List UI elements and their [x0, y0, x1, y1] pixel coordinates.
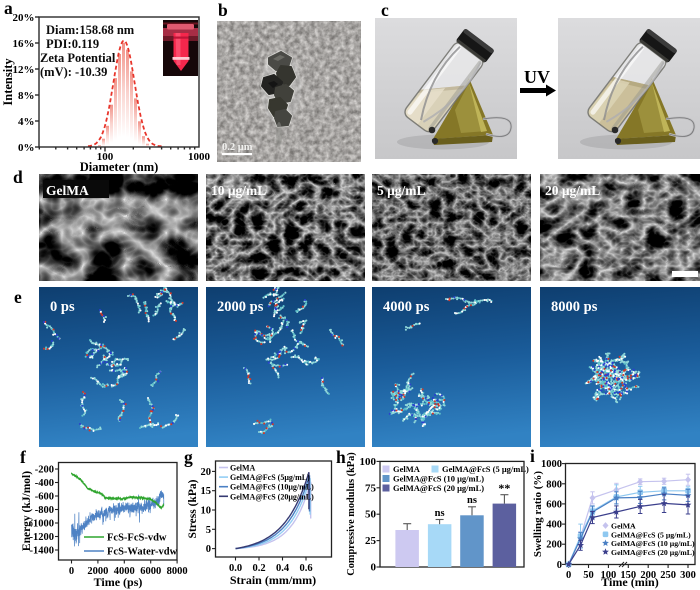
svg-text:20: 20 — [201, 467, 212, 478]
svg-text:Strain (mm/mm): Strain (mm/mm) — [230, 573, 316, 587]
svg-text:5: 5 — [206, 525, 211, 536]
svg-text:1000: 1000 — [541, 459, 562, 470]
svg-text:FcS-FcS-vdw: FcS-FcS-vdw — [107, 533, 167, 544]
svg-text:GelMA: GelMA — [393, 464, 421, 474]
svg-text:50: 50 — [365, 509, 377, 521]
svg-text:0%: 0% — [18, 142, 35, 154]
svg-text:-800: -800 — [35, 505, 54, 516]
svg-text:Time (ps): Time (ps) — [94, 575, 143, 589]
svg-text:50: 50 — [583, 570, 594, 581]
svg-text:6000: 6000 — [140, 566, 161, 577]
svg-text:e: e — [14, 287, 22, 307]
svg-text:8000: 8000 — [167, 566, 188, 577]
svg-text:0.2: 0.2 — [252, 563, 265, 574]
svg-text:0.0: 0.0 — [229, 563, 242, 574]
svg-text:GelMA: GelMA — [230, 464, 256, 473]
svg-text:16%: 16% — [13, 38, 35, 50]
svg-text:i: i — [530, 446, 535, 466]
svg-text:GelMA: GelMA — [46, 183, 89, 198]
svg-text:h: h — [336, 447, 346, 467]
svg-text:(mV): -10.39: (mV): -10.39 — [40, 65, 107, 79]
svg-text:GelMA@FcS (5 μg/mL): GelMA@FcS (5 μg/mL) — [442, 464, 529, 474]
svg-text:GelMA@FcS (5 μg/mL): GelMA@FcS (5 μg/mL) — [611, 530, 691, 539]
svg-text:15: 15 — [201, 486, 212, 497]
svg-text:400: 400 — [546, 520, 562, 531]
svg-text:1000: 1000 — [188, 151, 211, 163]
svg-text:5 μg/mL: 5 μg/mL — [377, 183, 426, 198]
svg-text:0.2 μm: 0.2 μm — [222, 142, 253, 153]
svg-text:100: 100 — [360, 456, 377, 468]
svg-text:8%: 8% — [18, 90, 35, 102]
svg-text:PDI:0.119: PDI:0.119 — [46, 37, 99, 51]
svg-text:20%: 20% — [13, 12, 35, 24]
svg-text:-600: -600 — [35, 492, 54, 503]
svg-text:Stress (kPa): Stress (kPa) — [187, 479, 199, 538]
svg-text:0.6: 0.6 — [299, 563, 312, 574]
svg-text:**: ** — [498, 481, 510, 495]
svg-text:Diam:158.68 nm: Diam:158.68 nm — [46, 23, 135, 37]
svg-text:25: 25 — [365, 535, 377, 547]
svg-text:Swelling ratio (%): Swelling ratio (%) — [532, 471, 544, 557]
svg-text:10 μg/mL: 10 μg/mL — [211, 183, 266, 198]
svg-text:GelMA@FcS (10 μg/mL): GelMA@FcS (10 μg/mL) — [611, 539, 695, 548]
svg-text:800: 800 — [546, 479, 562, 490]
svg-text:75: 75 — [365, 482, 377, 494]
svg-text:0 ps: 0 ps — [50, 299, 75, 315]
svg-text:GelMA@FcS (5μg/mL): GelMA@FcS (5μg/mL) — [230, 473, 310, 482]
svg-text:Compressive modulus (kPa): Compressive modulus (kPa) — [346, 452, 357, 575]
svg-text:0: 0 — [69, 566, 74, 577]
svg-text:GelMA: GelMA — [611, 522, 636, 531]
svg-text:Zeta Potential: Zeta Potential — [40, 51, 116, 65]
svg-text:GelMA@FcS (20 μg/mL): GelMA@FcS (20 μg/mL) — [611, 548, 695, 557]
svg-text:Energy (kJ/mol): Energy (kJ/mol) — [21, 471, 33, 551]
svg-text:20 μg/mL: 20 μg/mL — [545, 183, 600, 198]
svg-text:4000 ps: 4000 ps — [383, 299, 430, 315]
svg-text:300: 300 — [680, 570, 696, 581]
svg-text:c: c — [381, 0, 389, 20]
svg-text:0: 0 — [371, 562, 377, 574]
svg-text:0: 0 — [557, 560, 562, 571]
svg-text:GelMA@FcS (10μg/mL): GelMA@FcS (10μg/mL) — [230, 483, 314, 492]
svg-text:GelMA@FcS (10 μg/mL): GelMA@FcS (10 μg/mL) — [393, 474, 484, 484]
svg-text:100: 100 — [97, 151, 114, 163]
svg-text:GelMA@FcS (20 μg/mL): GelMA@FcS (20 μg/mL) — [393, 483, 484, 493]
svg-text:f: f — [20, 447, 26, 467]
svg-text:Intensity: Intensity — [1, 58, 15, 106]
svg-text:0: 0 — [566, 570, 571, 581]
svg-text:250: 250 — [660, 570, 676, 581]
svg-text:0.4: 0.4 — [276, 563, 290, 574]
svg-text:0: 0 — [206, 544, 211, 555]
svg-text:150: 150 — [620, 570, 636, 581]
svg-text:GelMA@FcS (20μg/mL): GelMA@FcS (20μg/mL) — [230, 492, 314, 501]
svg-text:-1000: -1000 — [30, 519, 55, 530]
svg-text:2000 ps: 2000 ps — [217, 299, 264, 315]
svg-text:ns: ns — [435, 508, 445, 519]
svg-text:10: 10 — [201, 506, 212, 517]
svg-text:-200: -200 — [35, 465, 54, 476]
svg-text:b: b — [218, 0, 228, 20]
svg-text:8000 ps: 8000 ps — [551, 299, 598, 315]
svg-text:ns: ns — [467, 495, 477, 506]
svg-text:a: a — [4, 0, 13, 18]
svg-text:100: 100 — [601, 570, 617, 581]
svg-text:-1200: -1200 — [30, 532, 55, 543]
svg-text:2000: 2000 — [87, 566, 108, 577]
svg-text:12%: 12% — [13, 64, 35, 76]
svg-text:200: 200 — [546, 540, 562, 551]
svg-text:600: 600 — [546, 499, 562, 510]
svg-text:d: d — [13, 167, 23, 187]
svg-text:UV: UV — [524, 67, 550, 87]
svg-text:FcS-Water-vdw: FcS-Water-vdw — [107, 547, 178, 558]
svg-text:4000: 4000 — [114, 566, 135, 577]
svg-text:-400: -400 — [35, 478, 54, 489]
svg-text:Time (min): Time (min) — [601, 575, 658, 589]
svg-text:g: g — [184, 447, 193, 467]
svg-text:200: 200 — [640, 570, 656, 581]
svg-text:Diameter (nm): Diameter (nm) — [80, 160, 159, 174]
svg-text:4%: 4% — [18, 116, 35, 128]
svg-text:-1400: -1400 — [30, 546, 55, 557]
